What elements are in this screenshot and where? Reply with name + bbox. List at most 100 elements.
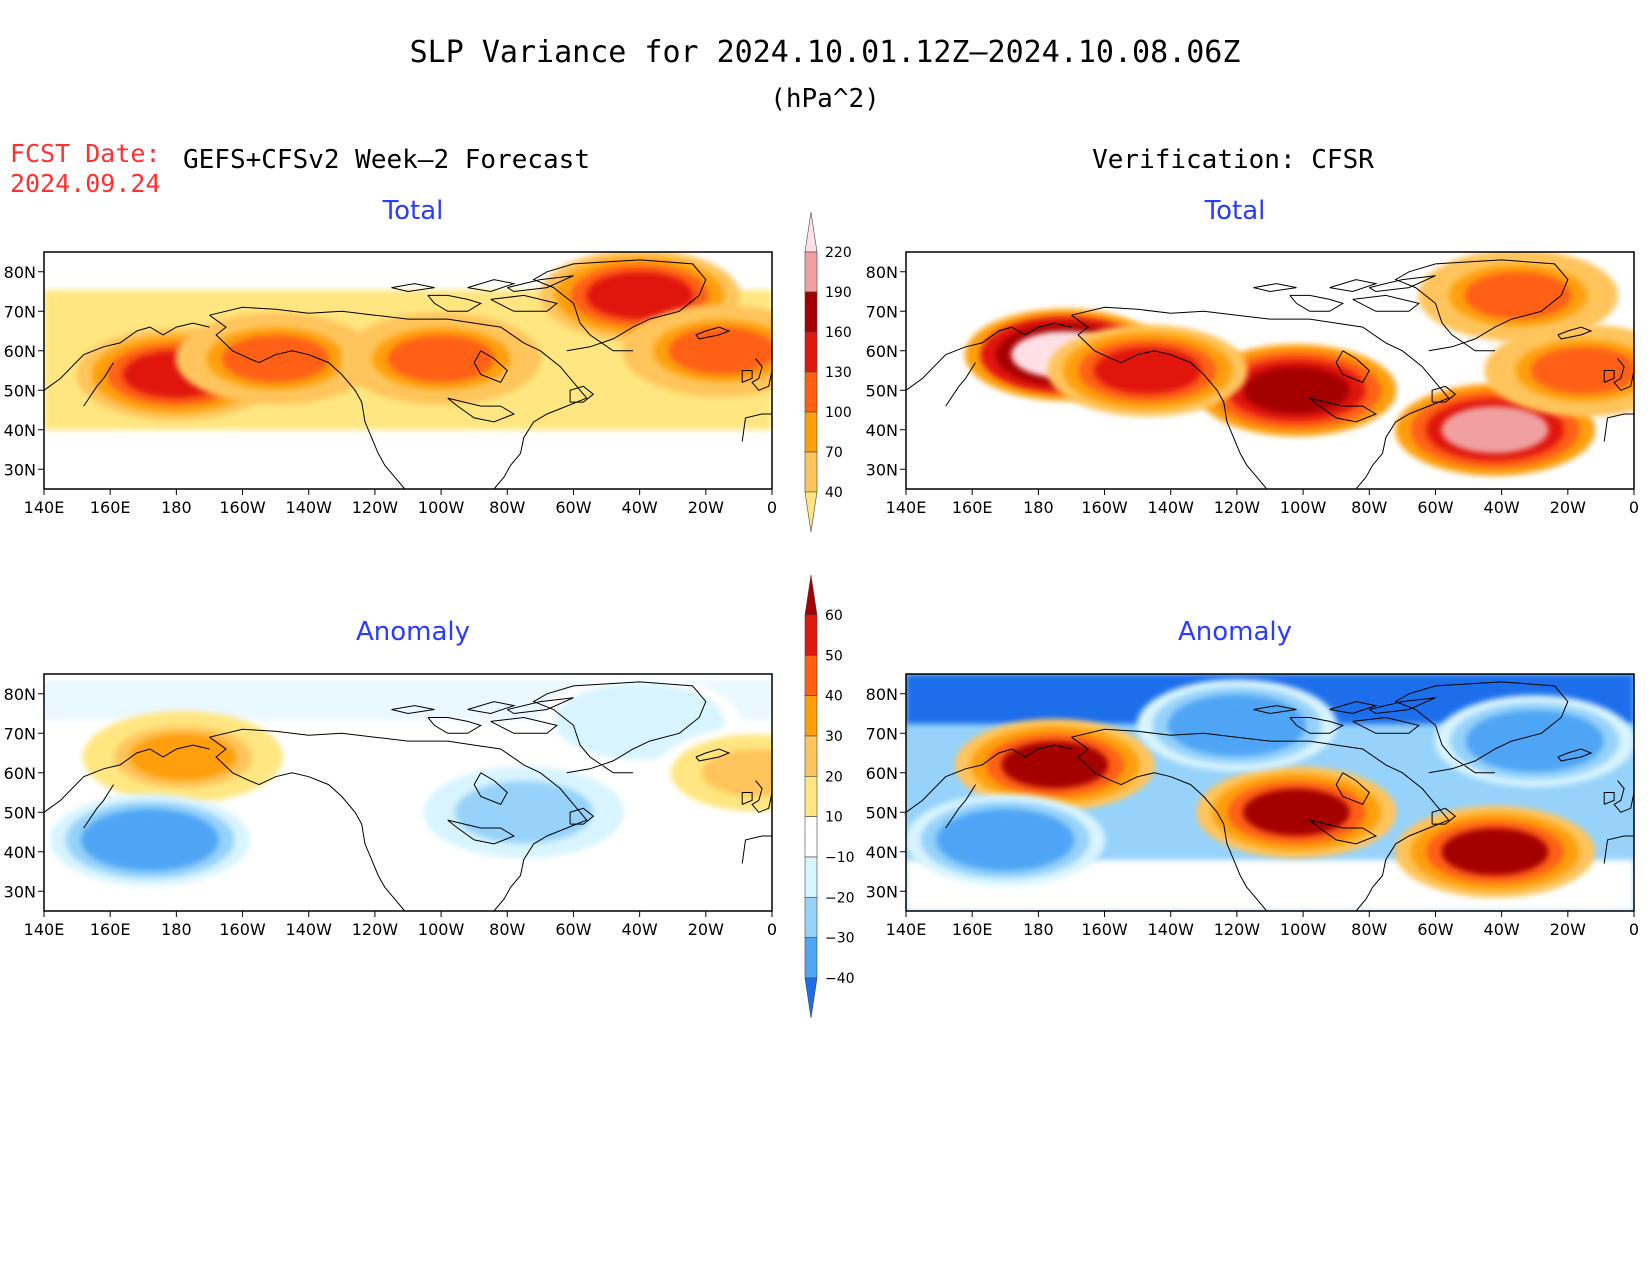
coastlines — [906, 259, 1634, 489]
colorbar-label: 100 — [825, 405, 852, 421]
colorbar-swatch — [804, 451, 818, 493]
coastline — [569, 385, 595, 403]
lon-tick-label: 160E — [952, 920, 993, 939]
coastline — [473, 350, 508, 384]
colorbar-total: 220 190 160 130 100 70 40 — [804, 211, 852, 533]
field-contour — [586, 697, 694, 745]
colorbar-swatch — [804, 371, 818, 413]
field-contour — [1242, 366, 1350, 414]
figure-title: SLP Variance for 2024.10.01.12Z–2024.10.… — [410, 35, 1241, 70]
coastline — [209, 728, 588, 911]
colorbar-swatch — [804, 897, 818, 938]
lat-tick-label: 40N — [4, 421, 36, 440]
lon-tick-label: 120W — [352, 498, 399, 517]
colorbar-swatch — [804, 491, 818, 533]
coastline — [906, 322, 1072, 391]
field-contour — [1481, 717, 1589, 765]
lon-tick-label: 0 — [767, 920, 777, 939]
lon-tick-label: 60W — [1417, 498, 1453, 517]
colorbar-swatch — [804, 291, 818, 333]
field-forecast-total — [44, 252, 772, 489]
lon-tick-label: 80W — [489, 498, 525, 517]
forecast-heading: GEFS+CFSv2 Week–2 Forecast — [183, 145, 590, 175]
verification-heading: Verification: CFSR — [1092, 145, 1374, 175]
coastline — [906, 744, 1072, 813]
coastline — [1289, 294, 1345, 312]
colorbar-swatch — [804, 856, 818, 898]
coastline — [1071, 736, 1268, 911]
coastline — [1369, 697, 1436, 715]
lat-tick-label: 50N — [4, 803, 36, 822]
lon-tick-label: 180 — [1023, 498, 1054, 517]
field-contour — [1094, 347, 1202, 394]
coastline — [209, 306, 588, 489]
coastline — [945, 362, 976, 407]
colorbar-swatch — [804, 695, 818, 737]
map-frame — [905, 251, 1635, 490]
field-contour — [1441, 828, 1549, 876]
coastline — [447, 819, 516, 845]
coastline — [1329, 701, 1378, 715]
coastline — [1394, 681, 1569, 774]
colorbar-anomaly: 60 50 40 30 20 10 −10 −20 −30 −40 — [804, 574, 855, 1019]
coastline — [447, 397, 516, 423]
lat-tick-label: 60N — [866, 342, 898, 361]
map-panel-forecast-anomaly: 140E 160E 180 160W 140W 120W 100W 80W 60W 40W 20W 0… — [4, 673, 777, 939]
colorbar-label: −10 — [825, 850, 855, 866]
colorbar-label: 40 — [825, 689, 843, 705]
lon-tick-label: 80W — [1351, 920, 1387, 939]
lat-tick-label: 80N — [866, 685, 898, 704]
coastline — [945, 784, 976, 829]
lon-tick-label: 100W — [1280, 498, 1327, 517]
lat-tick-label: 70N — [866, 724, 898, 743]
lon-tick-label: 100W — [418, 498, 465, 517]
colorbar-label: −20 — [825, 890, 855, 906]
colorbar-label: 220 — [825, 245, 852, 261]
lat-tick-label: 40N — [4, 843, 36, 862]
lon-ticks: 140E 160E 180 160W 140W 120W 100W 80W 60W 40W 20W 0 — [886, 489, 1639, 517]
coastline — [1352, 294, 1421, 312]
lon-tick-label: 0 — [767, 498, 777, 517]
coastline — [741, 370, 753, 383]
lon-tick-label: 40W — [1484, 920, 1520, 939]
lon-tick-label: 0 — [1629, 498, 1639, 517]
lat-tick-label: 30N — [866, 882, 898, 901]
lon-tick-label: 180 — [161, 920, 192, 939]
lon-tick-label: 160E — [952, 498, 993, 517]
lon-tick-label: 160W — [1081, 498, 1128, 517]
coastline — [1071, 306, 1450, 489]
colorbar-label: 160 — [825, 325, 852, 341]
lon-tick-label: 120W — [1214, 920, 1261, 939]
colorbar-swatch — [804, 411, 818, 453]
field-contour — [222, 335, 330, 383]
colorbar-label: 10 — [825, 810, 843, 826]
lat-ticks: 80N 70N 60N 50N 40N 30N — [866, 685, 906, 901]
lat-ticks: 80N 70N 60N 50N 40N 30N — [4, 263, 44, 479]
lat-ticks: 80N 70N 60N 50N 40N 30N — [866, 263, 906, 479]
lon-tick-label: 60W — [1417, 920, 1453, 939]
coastline — [44, 322, 210, 391]
field-forecast-anomaly — [44, 674, 772, 911]
coastline — [532, 681, 707, 774]
lon-tick-label: 20W — [688, 920, 724, 939]
lat-tick-label: 80N — [866, 263, 898, 282]
lat-tick-label: 60N — [866, 764, 898, 783]
lat-tick-label: 80N — [4, 263, 36, 282]
lat-tick-label: 30N — [4, 460, 36, 479]
colorbar-swatch — [804, 816, 818, 858]
field-contour — [387, 335, 495, 383]
lat-tick-label: 40N — [866, 843, 898, 862]
units-label: (hPa^2) — [770, 84, 880, 114]
field-blobs — [76, 252, 772, 421]
lon-tick-label: 140W — [286, 498, 333, 517]
coastline — [1603, 835, 1634, 864]
lon-tick-label: 140W — [1148, 498, 1195, 517]
field-contour — [1441, 406, 1549, 454]
field-contour — [586, 271, 694, 319]
colorbar-swatch — [804, 937, 818, 979]
lon-tick-label: 160E — [90, 498, 131, 517]
colorbar-label: −40 — [825, 971, 855, 987]
lon-tick-label: 160W — [1081, 920, 1128, 939]
lon-tick-label: 180 — [161, 498, 192, 517]
